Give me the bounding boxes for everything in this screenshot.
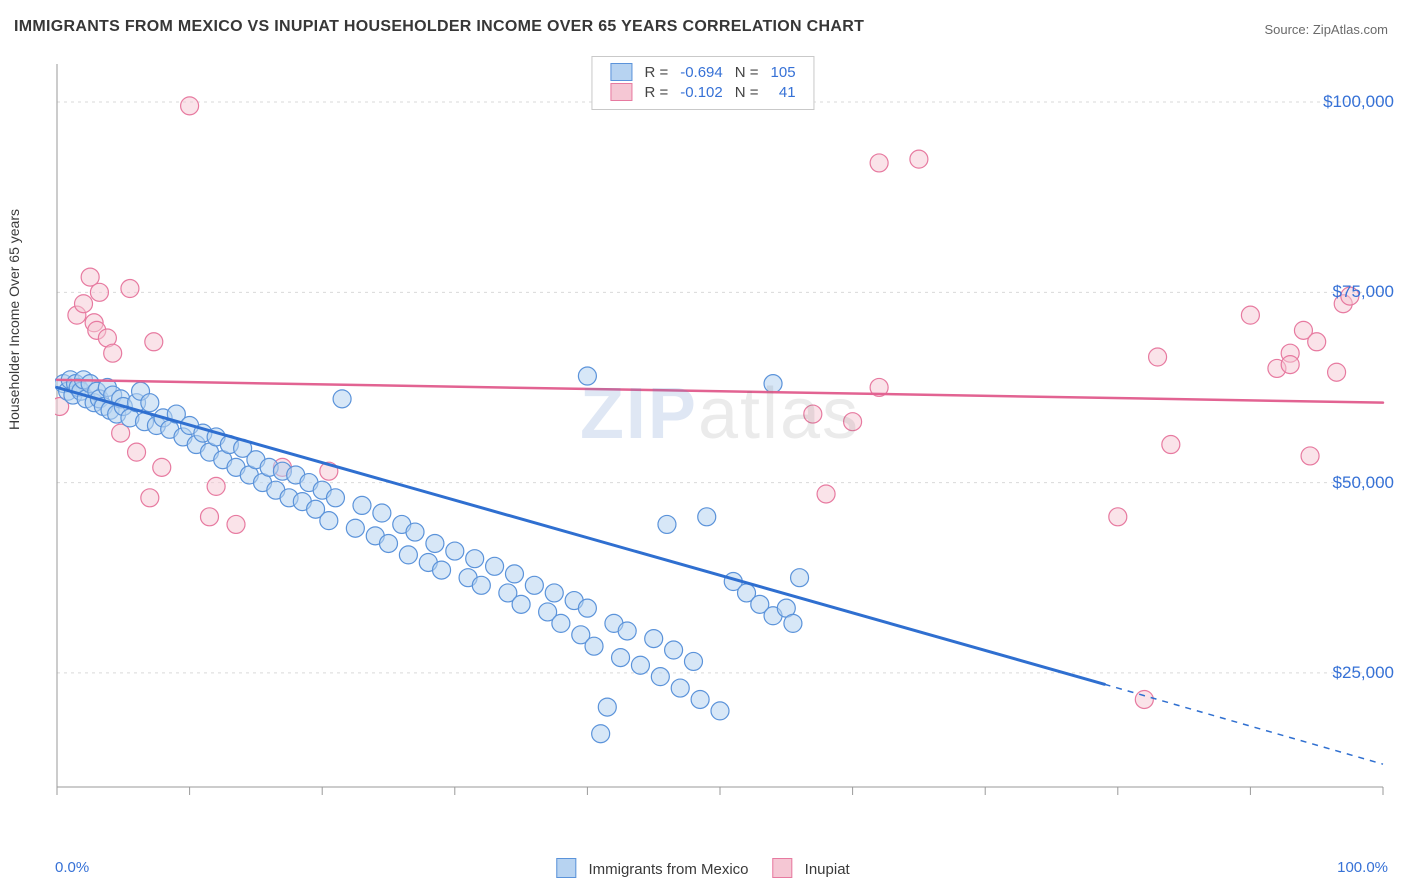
legend-label-series-b: Inupiat xyxy=(805,861,850,878)
legend-swatch-series-b xyxy=(772,858,792,878)
y-tick-label: $50,000 xyxy=(1333,473,1394,493)
chart-container: IMMIGRANTS FROM MEXICO VS INUPIAT HOUSEH… xyxy=(0,0,1406,892)
legend-item-series-a: Immigrants from Mexico xyxy=(556,858,748,878)
legend-top-row-b: R = -0.102 N = 41 xyxy=(604,82,801,102)
legend-top-n-label-b: N = xyxy=(729,82,765,102)
legend-top-r-val-b: -0.102 xyxy=(674,82,729,102)
legend-top-n-val-a: 105 xyxy=(765,62,802,82)
legend-bottom: Immigrants from Mexico Inupiat xyxy=(556,858,849,878)
legend-label-series-a: Immigrants from Mexico xyxy=(588,861,748,878)
source-label: Source: ZipAtlas.com xyxy=(1264,22,1388,37)
y-tick-label: $75,000 xyxy=(1333,282,1394,302)
legend-item-series-b: Inupiat xyxy=(772,858,849,878)
x-tick-max: 100.0% xyxy=(1337,859,1388,876)
legend-top-n-val-b: 41 xyxy=(765,82,802,102)
scatter-chart-svg xyxy=(55,52,1385,807)
chart-title: IMMIGRANTS FROM MEXICO VS INUPIAT HOUSEH… xyxy=(14,18,864,36)
legend-top: R = -0.694 N = 105 R = -0.102 N = 41 xyxy=(591,56,814,110)
legend-top-r-val-a: -0.694 xyxy=(674,62,729,82)
legend-top-n-label-a: N = xyxy=(729,62,765,82)
legend-swatch-series-a xyxy=(556,858,576,878)
plot-area: ZIPatlas xyxy=(55,52,1385,807)
legend-top-r-label-b: R = xyxy=(638,82,674,102)
y-tick-label: $25,000 xyxy=(1333,663,1394,683)
y-axis-label: Householder Income Over 65 years xyxy=(6,209,22,430)
y-tick-label: $100,000 xyxy=(1323,92,1394,112)
legend-top-swatch-b xyxy=(610,83,632,101)
legend-top-row-a: R = -0.694 N = 105 xyxy=(604,62,801,82)
legend-top-swatch-a xyxy=(610,63,632,81)
x-tick-min: 0.0% xyxy=(55,859,89,876)
legend-top-r-label-a: R = xyxy=(638,62,674,82)
